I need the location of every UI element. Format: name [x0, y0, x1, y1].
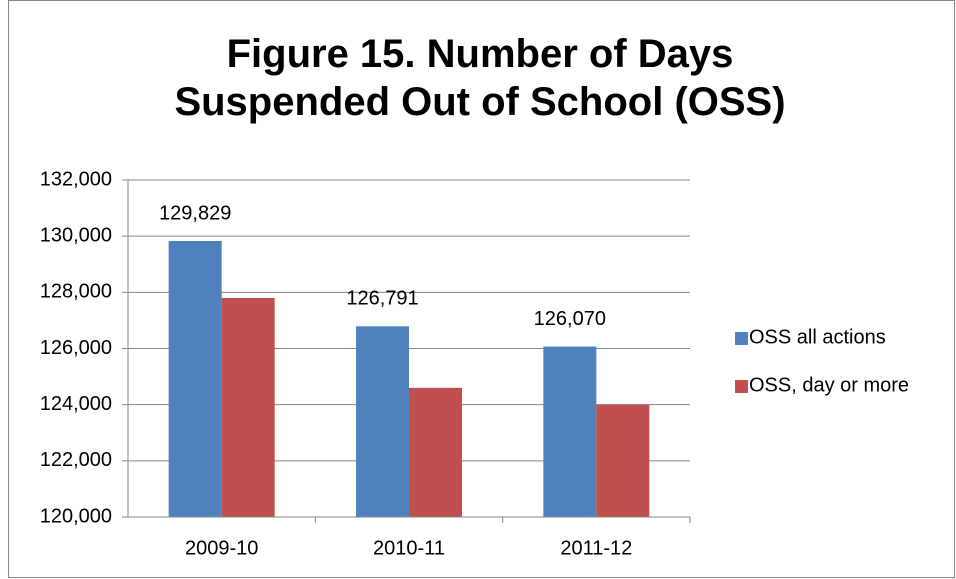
bar [221, 297, 275, 517]
value-label: 129,829 [159, 202, 231, 224]
y-tick-label: 124,000 [40, 393, 112, 415]
bar [356, 326, 409, 517]
legend-label: OSS all actions [749, 326, 886, 348]
bar [409, 387, 462, 517]
y-tick-label: 126,000 [40, 337, 112, 359]
value-label: 126,070 [534, 308, 606, 330]
bar [596, 404, 650, 517]
y-tick-label: 132,000 [40, 168, 112, 190]
x-tick-label: 2011-12 [560, 537, 632, 559]
bar [168, 240, 222, 517]
value-label: 126,791 [346, 288, 418, 310]
bar [543, 346, 597, 517]
legend-swatch [735, 332, 748, 345]
x-tick-label: 2009-10 [185, 537, 258, 559]
y-tick-label: 120,000 [40, 505, 112, 527]
chart-border [8, 0, 955, 578]
y-tick-label: 130,000 [40, 224, 112, 246]
y-tick-label: 128,000 [40, 281, 112, 303]
y-tick-label: 122,000 [40, 449, 112, 471]
chart-title: Figure 15. Number of Days Suspended Out … [174, 32, 786, 124]
legend-swatch [735, 380, 748, 393]
legend-label: OSS, day or more [749, 374, 909, 396]
x-tick-label: 2010-11 [373, 537, 445, 559]
